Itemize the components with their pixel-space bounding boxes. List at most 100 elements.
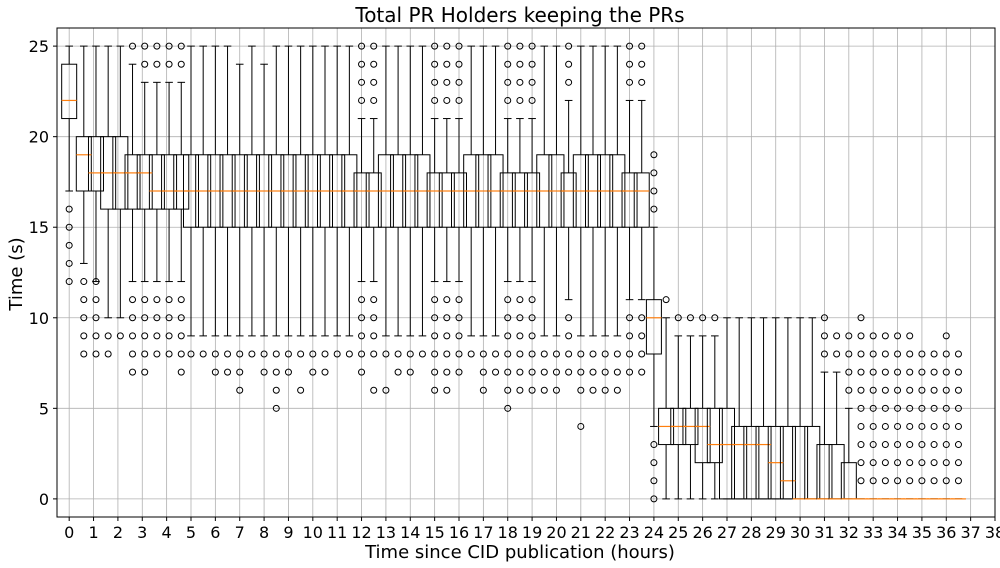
outlier-point xyxy=(141,42,149,50)
iqr-box xyxy=(621,172,638,228)
y-tick-label: 5 xyxy=(39,399,49,418)
x-tick-label: 19 xyxy=(522,523,542,542)
x-tick-label: 10 xyxy=(303,523,323,542)
x-tick-label: 38 xyxy=(985,523,1000,542)
x-tick-label: 33 xyxy=(863,523,883,542)
x-tick-label: 32 xyxy=(839,523,859,542)
outlier-point xyxy=(954,386,962,394)
outlier-point xyxy=(650,459,658,467)
x-tick-label: 26 xyxy=(692,523,712,542)
outlier-point xyxy=(942,404,950,412)
outlier-point xyxy=(165,314,173,322)
outlier-point xyxy=(650,151,658,159)
outlier-point xyxy=(711,314,719,322)
box xyxy=(268,45,285,412)
box xyxy=(670,314,687,500)
outlier-point xyxy=(881,404,889,412)
outlier-point xyxy=(236,368,244,376)
outlier-point xyxy=(297,350,305,358)
outlier-point xyxy=(528,368,536,376)
outlier-point xyxy=(116,332,124,340)
outlier-point xyxy=(894,459,902,467)
iqr-box xyxy=(645,299,662,355)
outlier-point xyxy=(65,241,73,249)
outlier-point xyxy=(358,350,366,358)
box xyxy=(195,45,212,358)
outlier-point xyxy=(626,368,634,376)
outlier-point xyxy=(577,422,585,430)
iqr-box xyxy=(438,172,455,228)
outlier-point xyxy=(589,350,597,358)
outlier-point xyxy=(869,441,877,449)
outlier-point xyxy=(552,368,560,376)
outlier-point xyxy=(333,350,341,358)
outlier-point xyxy=(613,368,621,376)
outlier-point xyxy=(954,422,962,430)
outlier-point xyxy=(431,78,439,86)
outlier-point xyxy=(869,459,877,467)
iqr-box xyxy=(511,172,528,228)
x-tick-label: 20 xyxy=(546,523,566,542)
x-tick-label: 31 xyxy=(814,523,834,542)
outlier-point xyxy=(650,187,658,195)
outlier-point xyxy=(129,314,137,322)
outlier-point xyxy=(906,404,914,412)
iqr-box xyxy=(779,425,796,500)
outlier-point xyxy=(443,96,451,104)
outlier-point xyxy=(370,332,378,340)
outlier-point xyxy=(516,368,524,376)
outlier-point xyxy=(626,42,634,50)
outlier-point xyxy=(881,422,889,430)
outlier-point xyxy=(540,368,548,376)
outlier-point xyxy=(881,441,889,449)
outlier-point xyxy=(857,332,865,340)
box xyxy=(902,332,918,500)
outlier-point xyxy=(224,350,232,358)
outlier-point xyxy=(918,350,926,358)
outlier-point xyxy=(431,296,439,304)
outlier-point xyxy=(589,368,597,376)
chart-title: Total PR Holders keeping the PRs xyxy=(354,3,684,27)
outlier-point xyxy=(942,459,950,467)
outlier-point xyxy=(129,332,137,340)
outlier-point xyxy=(906,368,914,376)
box xyxy=(511,42,528,394)
outlier-point xyxy=(92,350,100,358)
outlier-point xyxy=(881,386,889,394)
outlier-point xyxy=(528,314,536,322)
outlier-point xyxy=(881,350,889,358)
outlier-point xyxy=(857,386,865,394)
outlier-point xyxy=(165,332,173,340)
box xyxy=(548,45,565,394)
x-tick-label: 1 xyxy=(88,523,98,542)
outlier-point xyxy=(528,60,536,68)
outlier-point xyxy=(504,96,512,104)
outlier-point xyxy=(443,78,451,86)
outlier-point xyxy=(370,386,378,394)
x-tick-label: 22 xyxy=(595,523,615,542)
outlier-point xyxy=(906,477,914,485)
outlier-point xyxy=(954,404,962,412)
outlier-point xyxy=(918,459,926,467)
outlier-point xyxy=(431,314,439,322)
box xyxy=(317,45,333,376)
outlier-point xyxy=(845,332,853,340)
x-tick-label: 35 xyxy=(912,523,932,542)
iqr-box xyxy=(633,172,650,228)
outlier-point xyxy=(443,314,451,322)
box xyxy=(112,45,129,340)
x-tick-label: 34 xyxy=(887,523,907,542)
x-tick-label: 18 xyxy=(498,523,518,542)
box xyxy=(865,332,881,500)
x-tick-label: 13 xyxy=(376,523,396,542)
outlier-point xyxy=(918,368,926,376)
outlier-point xyxy=(272,404,280,412)
iqr-box xyxy=(743,425,760,500)
outlier-point xyxy=(650,169,658,177)
iqr-box xyxy=(161,154,178,210)
outlier-point xyxy=(930,422,938,430)
outlier-point xyxy=(479,386,487,394)
outlier-point xyxy=(516,350,524,358)
box xyxy=(719,317,735,500)
box xyxy=(926,350,942,500)
